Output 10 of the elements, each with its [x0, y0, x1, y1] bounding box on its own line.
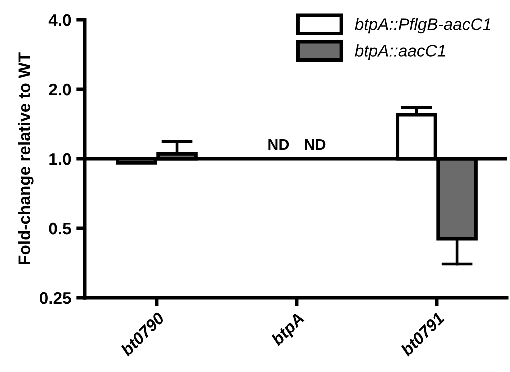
y-tick-label: 1.0: [50, 153, 72, 166]
y-tick-label: 4.0: [48, 14, 72, 26]
annotation: ND: [268, 139, 290, 150]
legend-label: btpA::aacC1: [355, 44, 446, 60]
legend-label: btpA::PflgB-aacC1: [355, 18, 491, 34]
y-tick-label: 0.5: [49, 222, 72, 235]
y-axis-title: Fold-change relative to WT: [18, 52, 34, 264]
annotation: ND: [305, 139, 326, 150]
y-tick-label: 0.25: [40, 292, 72, 304]
y-tick-label: 2.0: [49, 84, 72, 96]
